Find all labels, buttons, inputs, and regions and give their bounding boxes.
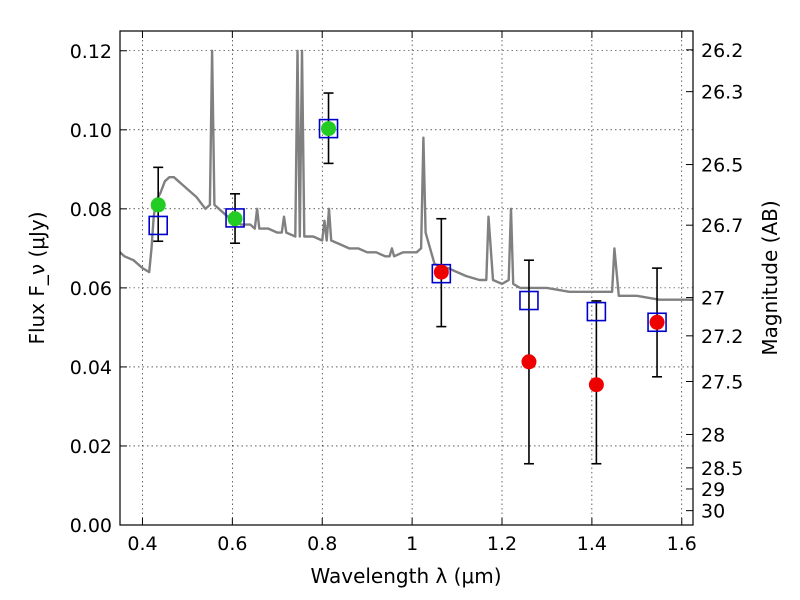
model-flux-square	[148, 215, 168, 236]
y2-axis-label: Magnitude (AB)	[758, 200, 782, 355]
x-tick-label: 0.4	[127, 533, 157, 555]
x-tick-label: 0.6	[217, 533, 247, 555]
y-axis-ticks: 0.00 0.02 0.04 0.06 0.08 0.10 0.12	[70, 41, 127, 537]
observed-flux-circles-layer	[150, 121, 665, 393]
y2-tick-label: 26.7	[701, 215, 743, 237]
model-flux-square	[318, 118, 339, 139]
observed-flux-point-red	[521, 354, 537, 370]
model-flux-square	[225, 208, 245, 228]
y2-tick-label: 27.2	[701, 326, 743, 348]
y-tick-label: 0.02	[70, 436, 112, 458]
grid-lines	[120, 31, 693, 526]
plot-background	[120, 31, 693, 525]
x-tick-label: 0.8	[307, 533, 337, 555]
model-flux-square	[519, 290, 539, 311]
model-flux-square	[647, 312, 667, 333]
y2-tick-label: 26.2	[701, 40, 743, 62]
y2-tick-label: 28	[701, 424, 725, 446]
x-tick-label: 1	[406, 533, 418, 555]
y2-tick-label: 28.5	[701, 458, 743, 480]
observed-flux-point-green	[227, 211, 243, 227]
observed-flux-point-green	[321, 121, 337, 137]
y2-tick-label: 26.5	[701, 155, 743, 177]
y2-tick-label: 26.3	[701, 82, 743, 104]
y-tick-label: 0.08	[70, 199, 112, 221]
x-axis-label: Wavelength λ (μm)	[310, 564, 501, 588]
model-flux-squares-layer	[148, 118, 667, 333]
observed-flux-point-red	[433, 264, 449, 280]
x-tick-label: 1.2	[487, 533, 517, 555]
observed-flux-point-red	[588, 377, 604, 393]
y2-tick-label: 27.5	[701, 372, 743, 394]
model-flux-square	[586, 301, 607, 322]
observed-flux-point-green	[150, 197, 166, 213]
y-tick-label: 0.04	[70, 357, 112, 379]
observed-flux-point-red	[649, 314, 665, 330]
y2-tick-label: 29	[701, 479, 725, 501]
y-tick-label: 0.00	[70, 515, 112, 537]
y-tick-label: 0.12	[70, 41, 112, 63]
y-tick-label: 0.10	[70, 120, 112, 142]
x-tick-label: 1.6	[667, 533, 697, 555]
x-axis-ticks: 0.4 0.6 0.8 1 1.2 1.4 1.6	[127, 31, 697, 555]
model-spectrum-line	[119, 49, 693, 301]
y-axis-label: Flux F_ν (μJy)	[25, 211, 49, 344]
model-spectrum-layer	[119, 49, 693, 301]
y2-tick-label: 30	[701, 501, 725, 523]
y-tick-label: 0.06	[70, 278, 112, 300]
plot-frame	[119, 30, 694, 526]
y2-tick-label: 27	[701, 288, 725, 310]
x-tick-label: 1.4	[577, 533, 607, 555]
